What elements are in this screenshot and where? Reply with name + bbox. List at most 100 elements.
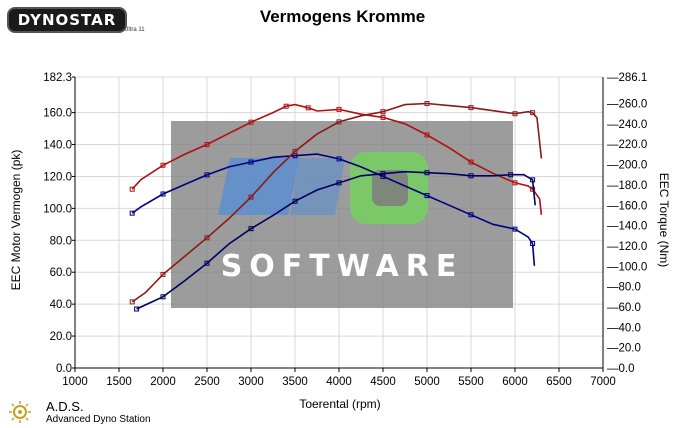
y2-tick-label: —20.0 xyxy=(607,343,641,355)
data-point xyxy=(380,114,386,120)
data-point xyxy=(292,198,298,204)
x-tick-label: 4000 xyxy=(326,376,352,388)
y2-tick-label: —40.0 xyxy=(607,322,641,334)
data-point xyxy=(248,194,254,200)
y-tick-label: 140.0 xyxy=(43,140,72,152)
data-point xyxy=(380,109,386,115)
x-tick-label: 3500 xyxy=(282,376,308,388)
y-tick-label: 20.0 xyxy=(50,331,72,343)
ads-subtitle: Advanced Dyno Station xyxy=(46,414,151,425)
data-point xyxy=(292,148,298,154)
y-tick-label: 0.0 xyxy=(56,363,72,375)
watermark-text: SOFTWARE xyxy=(221,249,464,284)
data-point xyxy=(468,212,474,218)
x-tick-label: 1500 xyxy=(106,376,132,388)
data-point xyxy=(248,119,254,125)
y2-tick-label: —160.0 xyxy=(607,200,647,212)
y2-tick-label: —100.0 xyxy=(607,261,647,273)
y-tick-label: 120.0 xyxy=(43,171,72,183)
data-point xyxy=(248,159,254,165)
data-point xyxy=(336,106,342,112)
y2-tick-label: —80.0 xyxy=(607,282,641,294)
data-point xyxy=(468,173,474,179)
series-line-torque_tuned xyxy=(131,102,543,303)
data-point xyxy=(204,142,210,148)
watermark: SOFTWARE xyxy=(171,121,513,308)
y2-tick-label: —0.0 xyxy=(607,363,635,375)
watermark-c-shape xyxy=(290,158,345,215)
dynostar-logo: DYNOSTAR xyxy=(7,7,127,33)
y2-tick-label: —260.0 xyxy=(607,99,647,111)
y2-tick-label: —60.0 xyxy=(607,302,641,314)
y2-tick-label: —240.0 xyxy=(607,119,647,131)
x-tick-label: 2000 xyxy=(150,376,176,388)
data-point xyxy=(336,156,342,162)
data-point xyxy=(468,159,474,165)
y2-tick-label: —200.0 xyxy=(607,160,647,172)
data-point xyxy=(160,294,166,300)
x-tick-label: 7000 xyxy=(590,376,616,388)
y-tick-label: 40.0 xyxy=(50,299,72,311)
axes: 1000 1500 2000 2500 3000 3500 4000 4500 5000 5500… xyxy=(43,72,647,388)
data-point xyxy=(160,191,166,197)
data-point xyxy=(129,210,135,216)
data-point xyxy=(336,180,342,186)
data-point xyxy=(424,101,430,107)
data-point xyxy=(380,171,386,177)
ads-brand: A.D.S. Advanced Dyno Station xyxy=(8,398,208,428)
data-point xyxy=(204,172,210,178)
logo-text: DYNOSTAR xyxy=(17,11,117,29)
data-point xyxy=(129,186,135,192)
series-line-power_stock xyxy=(131,153,536,266)
data-point xyxy=(512,111,518,117)
y2-tick-label: —180.0 xyxy=(607,180,647,192)
data-point xyxy=(512,226,518,232)
x-tick-label: 5500 xyxy=(458,376,484,388)
data-point xyxy=(530,177,536,183)
y-tick-label: 80.0 xyxy=(50,235,72,247)
x-tick-label: 6000 xyxy=(502,376,528,388)
series-line-power_tuned xyxy=(131,103,543,215)
data-point xyxy=(530,110,536,116)
data-point xyxy=(530,240,536,246)
data-point xyxy=(305,105,311,111)
data-point xyxy=(134,306,140,312)
x-tick-label: 2500 xyxy=(194,376,220,388)
y2-tick-label: —120.0 xyxy=(607,241,647,253)
data-point xyxy=(424,193,430,199)
x-axis-label: Toerental (rpm) xyxy=(299,397,380,411)
y-tick-label: 60.0 xyxy=(50,267,72,279)
ads-title: A.D.S. xyxy=(46,399,84,414)
data-point xyxy=(204,235,210,241)
series-line-torque_stock xyxy=(136,170,536,310)
y2-axis-label: EEC Torque (Nm) xyxy=(657,173,671,267)
data-point xyxy=(424,170,430,176)
y2-tick-label: —286.1 xyxy=(607,72,647,84)
x-tick-label: 3000 xyxy=(238,376,264,388)
y2-tick-label: —220.0 xyxy=(607,139,647,151)
x-tick-label: 5000 xyxy=(414,376,440,388)
data-point xyxy=(468,105,474,111)
watermark-q-hole xyxy=(372,170,408,206)
data-point xyxy=(160,162,166,168)
y-tick-label: 182.3 xyxy=(43,72,72,84)
x-tick-label: 4500 xyxy=(370,376,396,388)
y-axis-label: EEC Motor Vermogen (pk) xyxy=(9,150,23,291)
y-tick-label: 100.0 xyxy=(43,203,72,215)
data-point xyxy=(204,260,210,266)
data-point xyxy=(248,226,254,232)
watermark-e-shape xyxy=(218,158,300,215)
data-point xyxy=(424,132,430,138)
chart-title: Vermogens Kromme xyxy=(259,7,426,26)
series-layer xyxy=(129,101,543,312)
data-point xyxy=(512,180,518,186)
data-point xyxy=(129,299,135,305)
logo-subtext: Ultra 11 xyxy=(124,27,145,33)
data-point xyxy=(336,119,342,125)
y2-tick-label: —140.0 xyxy=(607,221,647,233)
data-point xyxy=(508,172,514,178)
y-tick-label: 160.0 xyxy=(43,108,72,120)
x-tick-label: 6500 xyxy=(546,376,572,388)
ads-sun-icon xyxy=(9,401,31,423)
